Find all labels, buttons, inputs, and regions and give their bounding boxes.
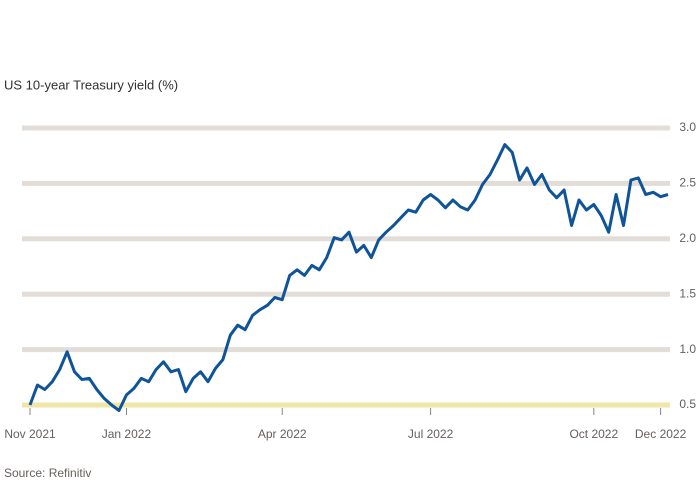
- chart-title: US 10-year Treasury yield (%): [4, 77, 178, 92]
- x-tick-label: Apr 2022: [258, 427, 307, 441]
- y-tick-label: 3.0: [679, 120, 696, 134]
- x-tick-label: Dec 2022: [635, 427, 687, 441]
- y-tick-label: 2.5: [679, 176, 696, 190]
- y-tick-label: 2.0: [679, 231, 696, 245]
- y-tick-label: 1.5: [679, 286, 696, 300]
- line: [28, 143, 669, 412]
- x-tick-label: Oct 2022: [569, 427, 618, 441]
- y-tick-label: 1.0: [679, 342, 696, 356]
- x-tick-label: Jul 2022: [408, 427, 454, 441]
- x-tick-label: Nov 2021: [4, 427, 56, 441]
- x-tick-label: Jan 2022: [102, 427, 152, 441]
- y-tick-label: 0.5: [679, 397, 696, 411]
- source: Source: Refinitiv: [4, 466, 91, 480]
